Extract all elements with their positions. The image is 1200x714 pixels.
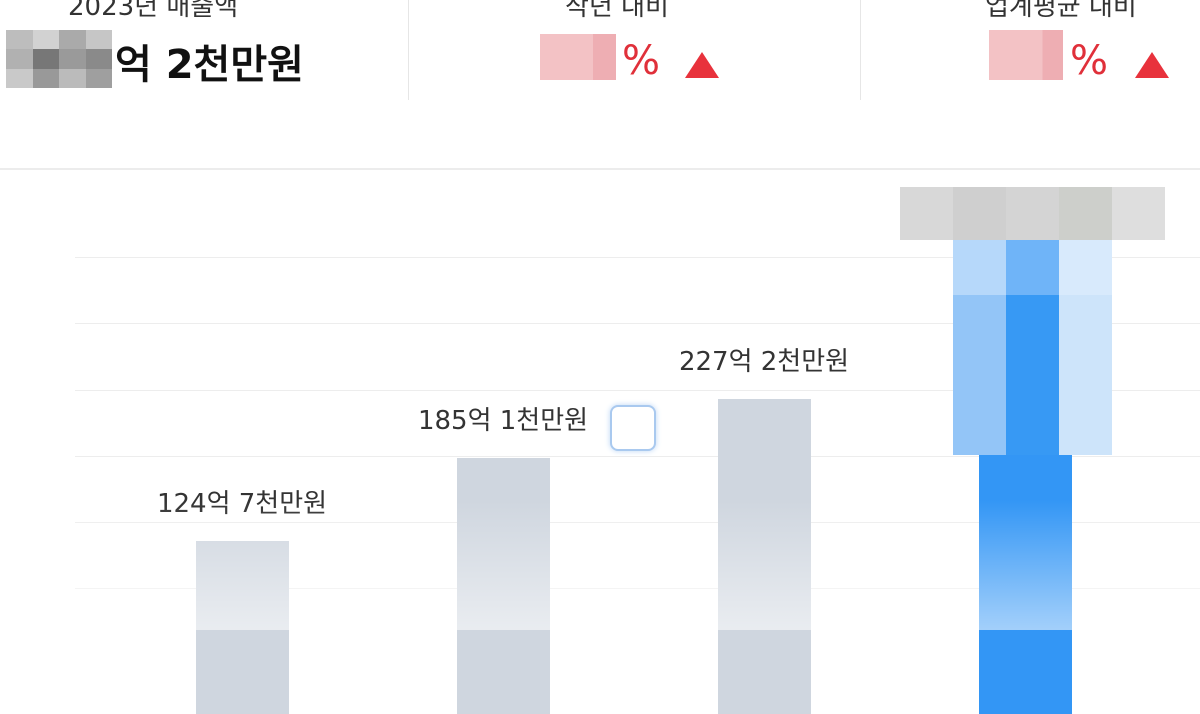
tooltip-anchor-handle[interactable] xyxy=(610,405,656,451)
censored-yoy-value xyxy=(540,34,616,80)
censored-current-label xyxy=(900,187,1165,240)
gridline xyxy=(75,390,1200,391)
kpi-industry-percent: % xyxy=(1070,38,1109,84)
divider xyxy=(408,0,409,100)
censored-revenue-value xyxy=(6,30,112,88)
kpi-yoy-percent: % xyxy=(622,38,661,84)
gridline xyxy=(75,257,1200,258)
bottom-fade xyxy=(0,500,1200,630)
up-triangle-icon xyxy=(1135,52,1169,78)
gridline xyxy=(75,456,1200,457)
data-label: 227억 2천만원 xyxy=(678,347,850,378)
section-divider xyxy=(0,168,1200,170)
kpi-yoy-label: 작년 대비 xyxy=(565,0,669,22)
divider xyxy=(860,0,861,100)
censored-current-bar-top xyxy=(953,240,1112,455)
data-label: 185억 1천만원 xyxy=(417,405,589,436)
kpi-revenue-label: 2023년 매출액 xyxy=(68,0,239,22)
kpi-revenue-value: 억 2천만원 xyxy=(115,42,304,88)
up-triangle-icon xyxy=(685,52,719,78)
gridline xyxy=(75,323,1200,324)
censored-industry-value xyxy=(989,30,1063,80)
kpi-industry-label: 업계평균 대비 xyxy=(985,0,1137,22)
